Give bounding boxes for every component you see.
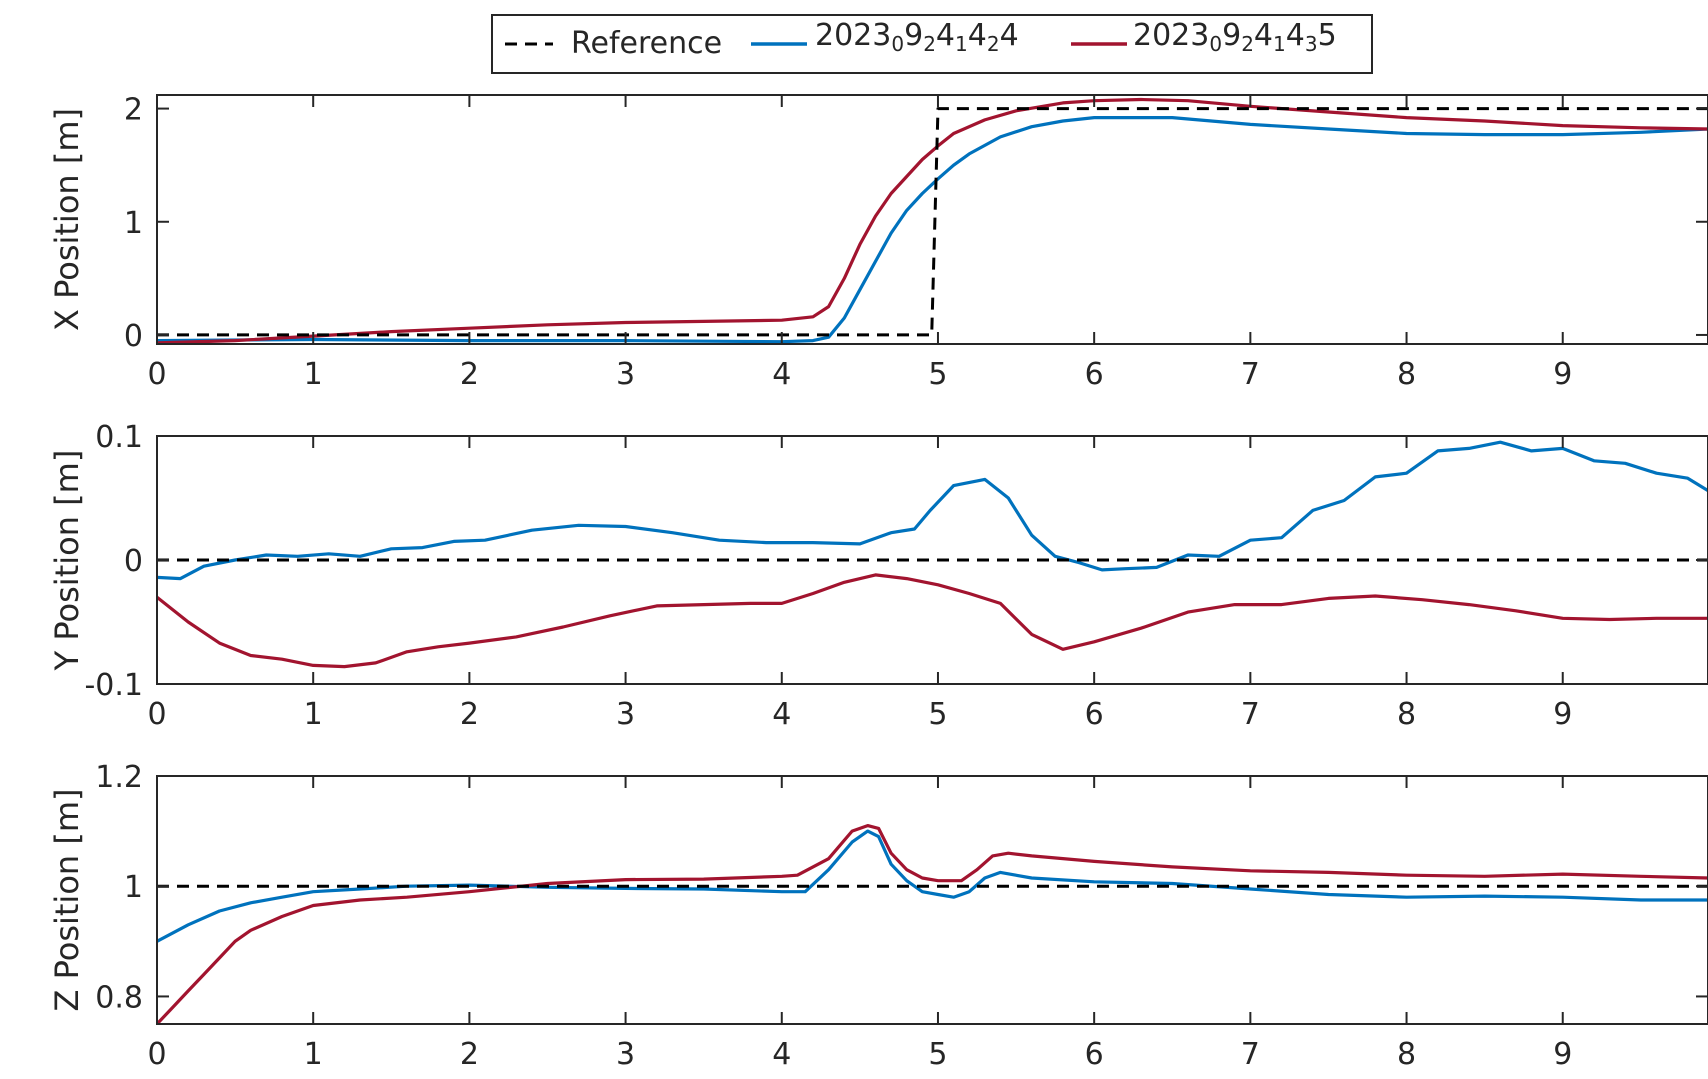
axes-box bbox=[156, 435, 1708, 685]
x-tick-label: 0 bbox=[147, 1037, 166, 1072]
panel-3: 0 1 2 3 4 5 6 7 8 9 0.8 1 1.2 Z Position [m] bbox=[48, 760, 1708, 1072]
series-b-line bbox=[157, 823, 1708, 1024]
x-tick-label: 9 bbox=[1553, 357, 1572, 392]
panel-2: 0 1 2 3 4 5 6 7 8 9-0.100.1Y Position [m] bbox=[48, 420, 1708, 732]
x-tick-label: 7 bbox=[1241, 1037, 1260, 1072]
y-axis-label: Y Position [m] bbox=[48, 450, 86, 672]
x-tick-label: 8 bbox=[1397, 1037, 1416, 1072]
x-tick-label: 1 bbox=[304, 1037, 323, 1072]
axes-box bbox=[156, 94, 1708, 345]
x-tick-label: 9 bbox=[1553, 697, 1572, 732]
series-a-line bbox=[157, 440, 1708, 581]
chart-legend: Reference 202309241424 202309241435 bbox=[491, 14, 1373, 74]
x-tick-label: 2 bbox=[460, 357, 479, 392]
y-tick-label: 0.8 bbox=[95, 980, 143, 1015]
legend-series-a-label: 202309241424 bbox=[815, 18, 1019, 56]
y-axis-label: Z Position [m] bbox=[48, 789, 86, 1012]
x-tick-label: 8 bbox=[1397, 697, 1416, 732]
series-group bbox=[157, 440, 1708, 669]
x-tick-label: 1 bbox=[304, 697, 323, 732]
x-tick-label: 2 bbox=[460, 1037, 479, 1072]
y-tick-label: 1 bbox=[124, 870, 143, 905]
x-tick-label: 1 bbox=[304, 357, 323, 392]
series-b-line bbox=[157, 97, 1708, 344]
legend-series-b-label: 202309241435 bbox=[1133, 18, 1337, 56]
y-tick-label: -0.1 bbox=[84, 668, 143, 703]
x-tick-label: 7 bbox=[1241, 697, 1260, 732]
y-axis-label: X Position [m] bbox=[48, 108, 86, 331]
x-tick-label: 7 bbox=[1241, 357, 1260, 392]
y-tick-label: 0 bbox=[124, 319, 143, 354]
series-a-line bbox=[157, 829, 1708, 943]
x-tick-label: 6 bbox=[1085, 1037, 1104, 1072]
x-tick-label: 5 bbox=[928, 697, 947, 732]
series-a-line bbox=[157, 115, 1708, 344]
legend-swatches bbox=[505, 42, 1127, 46]
panel-1: 0 1 2 3 4 5 6 7 8 9 0 1 2 X Position [m] bbox=[48, 93, 1708, 392]
x-tick-label: 4 bbox=[772, 1037, 791, 1072]
x-tick-label: 4 bbox=[772, 697, 791, 732]
y-tick-label: 1 bbox=[124, 206, 143, 241]
x-tick-label: 3 bbox=[616, 697, 635, 732]
x-tick-label: 0 bbox=[147, 697, 166, 732]
axes-box bbox=[156, 775, 1708, 1025]
y-tick-label: 1.2 bbox=[95, 760, 143, 795]
y-tick-label: 2 bbox=[124, 93, 143, 128]
y-tick-label: 0 bbox=[124, 544, 143, 579]
x-tick-label: 8 bbox=[1397, 357, 1416, 392]
x-tick-label: 6 bbox=[1085, 357, 1104, 392]
x-tick-label: 5 bbox=[928, 357, 947, 392]
x-tick-label: 2 bbox=[460, 697, 479, 732]
series-b-line bbox=[157, 573, 1708, 669]
reference-line bbox=[157, 107, 1708, 337]
legend-reference-label: Reference bbox=[571, 26, 723, 61]
x-tick-label: 9 bbox=[1553, 1037, 1572, 1072]
y-tick-label: 0.1 bbox=[95, 420, 143, 455]
x-tick-label: 6 bbox=[1085, 697, 1104, 732]
x-tick-label: 3 bbox=[616, 1037, 635, 1072]
x-tick-label: 5 bbox=[928, 1037, 947, 1072]
x-tick-label: 0 bbox=[147, 357, 166, 392]
series-group bbox=[157, 97, 1708, 344]
x-tick-label: 4 bbox=[772, 357, 791, 392]
x-tick-label: 3 bbox=[616, 357, 635, 392]
series-group bbox=[157, 823, 1708, 1024]
